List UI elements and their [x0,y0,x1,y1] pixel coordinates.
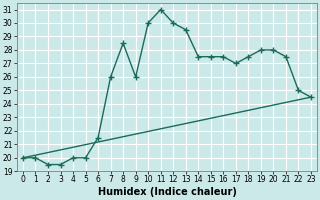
X-axis label: Humidex (Indice chaleur): Humidex (Indice chaleur) [98,187,236,197]
